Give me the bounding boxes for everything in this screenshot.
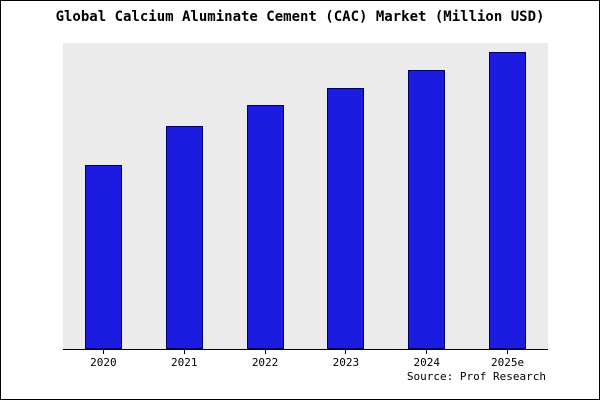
x-tick-cell: 2021 — [144, 350, 225, 369]
x-tick-label: 2020 — [90, 356, 117, 369]
x-tick-cell: 2022 — [225, 350, 306, 369]
tick-mark — [426, 350, 428, 354]
x-tick-cell: 2024 — [386, 350, 467, 369]
bar-2021 — [165, 126, 203, 349]
bar-2024 — [408, 69, 446, 349]
x-tick-cell: 2020 — [63, 350, 144, 369]
x-tick-cell: 2023 — [305, 350, 386, 369]
bar-slot — [225, 43, 306, 349]
tick-mark — [102, 350, 104, 354]
bar-2023 — [327, 87, 365, 349]
bar-slot — [467, 43, 548, 349]
bar-2020 — [84, 164, 122, 349]
bar-2022 — [246, 105, 284, 349]
bar-slot — [63, 43, 144, 349]
tick-mark — [264, 350, 266, 354]
tick-mark — [345, 350, 347, 354]
x-tick-label: 2025e — [490, 356, 525, 369]
source-text: Source: Prof Research — [406, 370, 546, 383]
x-tick-cell: 2025e — [467, 350, 548, 369]
x-tick-label: 2021 — [170, 356, 198, 369]
x-axis-labels: 2020 2021 2022 2023 2024 2025e — [63, 350, 548, 369]
bar-slot — [386, 43, 467, 349]
plot-area — [63, 43, 548, 350]
bar-2025e — [489, 51, 527, 349]
x-tick-label: 2023 — [332, 356, 360, 369]
tick-mark — [183, 350, 185, 354]
bar-slot — [305, 43, 386, 349]
x-tick-label: 2022 — [251, 356, 279, 369]
x-tick-label: 2024 — [413, 356, 440, 369]
tick-mark — [507, 350, 509, 354]
chart-title: Global Calcium Aluminate Cement (CAC) Ma… — [55, 9, 545, 25]
bar-slot — [144, 43, 225, 349]
